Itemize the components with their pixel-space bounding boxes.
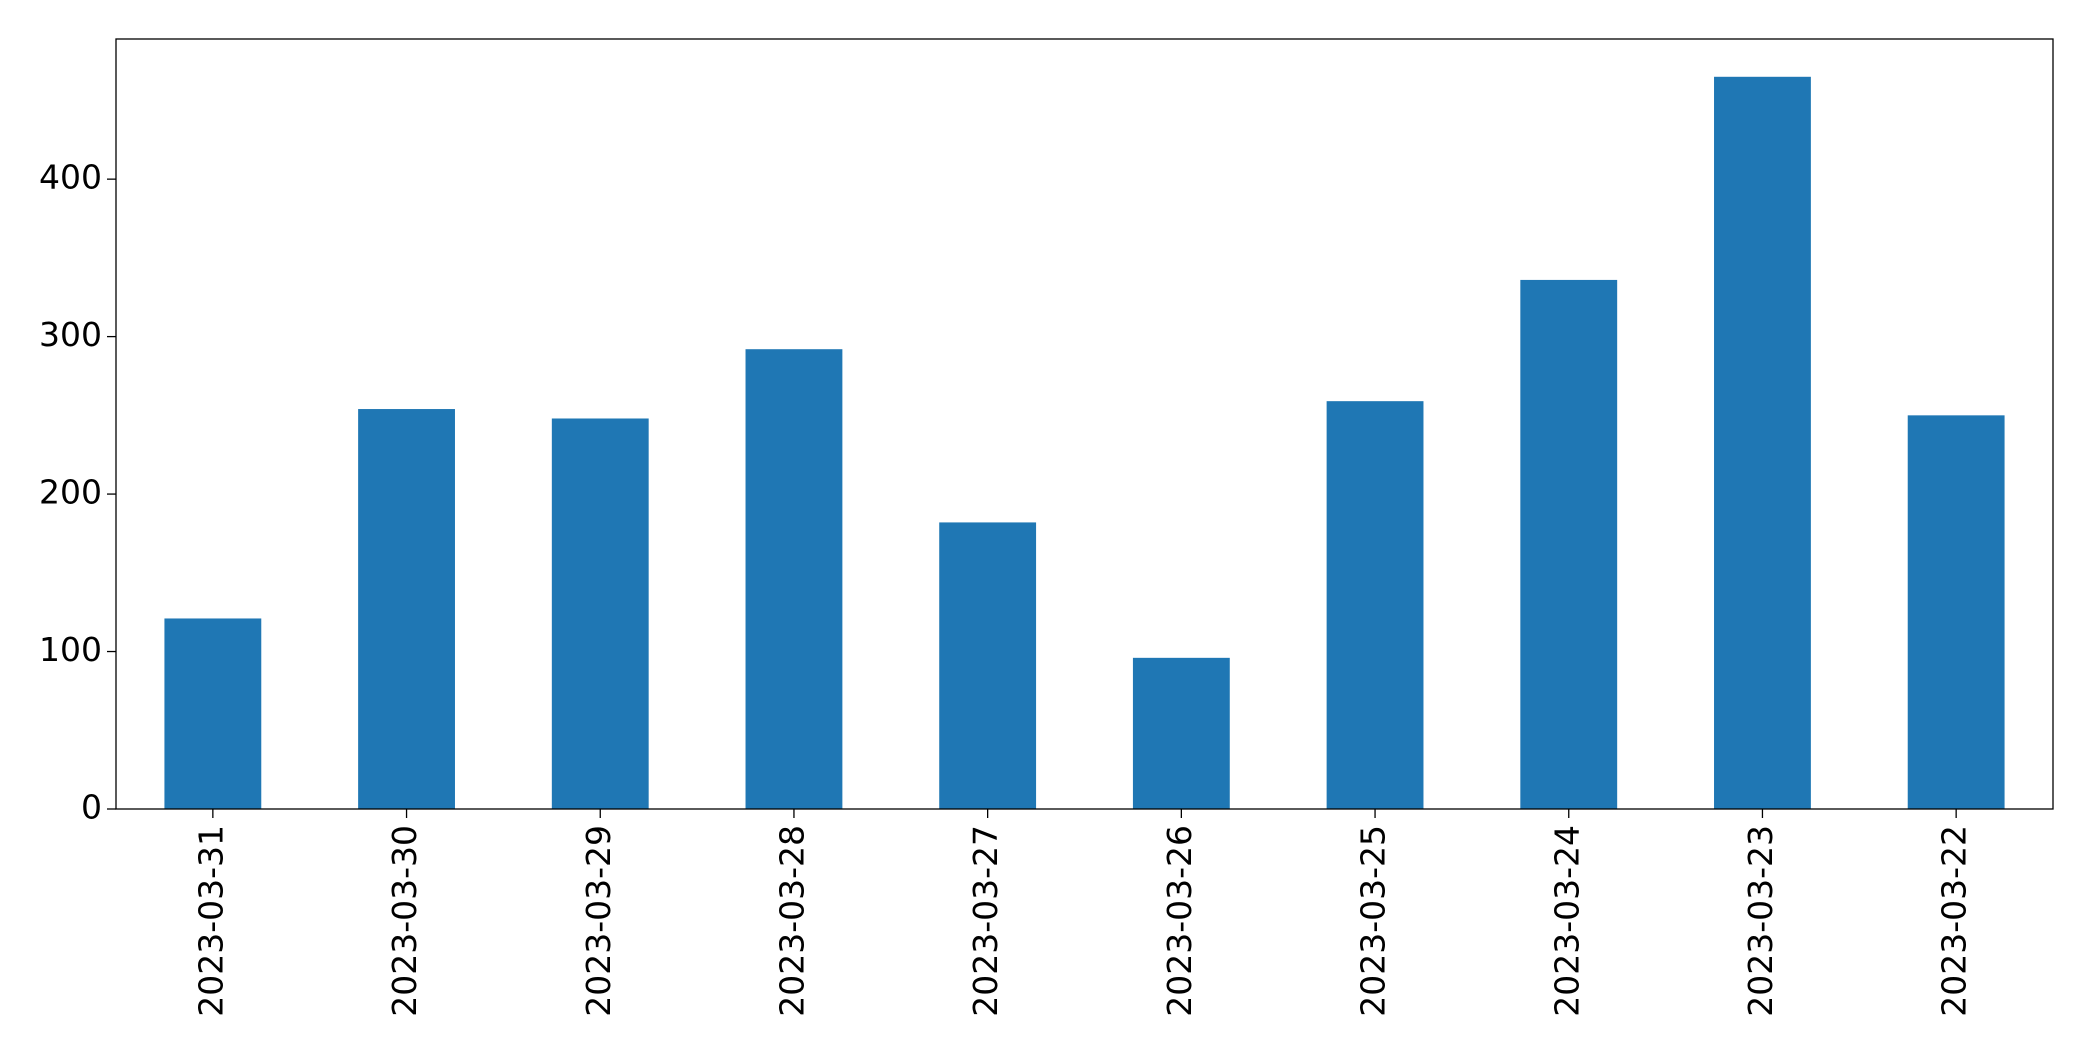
bar: [164, 618, 262, 809]
x-tick-label: 2023-03-29: [579, 825, 618, 1017]
bar: [551, 418, 649, 809]
x-tick-label: 2023-03-25: [1354, 825, 1393, 1017]
x-tick-label: 2023-03-31: [191, 825, 230, 1017]
x-tick-label: 2023-03-28: [772, 825, 811, 1017]
plot-frame: [115, 38, 2054, 810]
bar: [1907, 415, 2005, 809]
y-tick-label: 300: [39, 315, 102, 354]
x-tick-label: 2023-03-30: [385, 825, 424, 1017]
bar: [1520, 279, 1618, 809]
x-tick-label: 2023-03-27: [966, 825, 1005, 1017]
y-tick-label: 100: [39, 630, 102, 669]
bar: [1714, 76, 1811, 810]
x-tick-label: 2023-03-26: [1160, 825, 1199, 1017]
bar: [939, 522, 1037, 809]
bar: [358, 409, 455, 809]
x-tick-label: 2023-03-24: [1547, 825, 1586, 1017]
y-tick-label: 400: [39, 158, 102, 197]
x-tick-label: 2023-03-22: [1935, 825, 1974, 1017]
y-tick-label: 0: [81, 788, 102, 827]
x-tick-label: 2023-03-23: [1741, 825, 1780, 1017]
bar: [1326, 401, 1424, 809]
bar: [745, 349, 843, 809]
y-tick-label: 200: [39, 473, 102, 512]
bar: [1132, 657, 1230, 809]
